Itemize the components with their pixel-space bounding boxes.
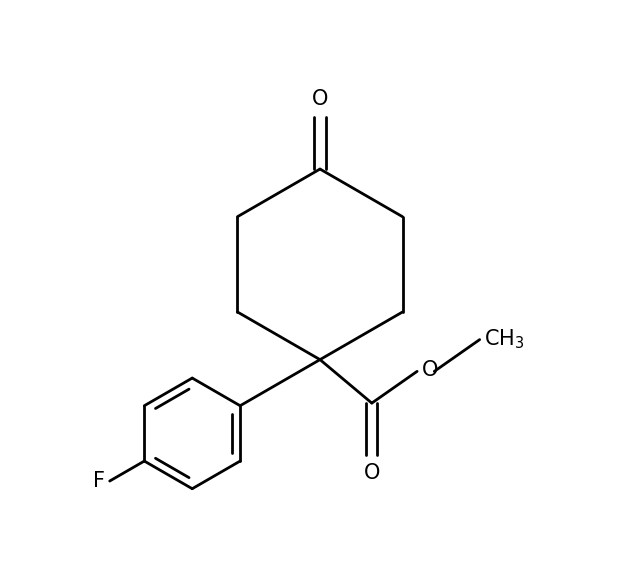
Text: CH$_3$: CH$_3$ <box>484 328 524 352</box>
Text: F: F <box>93 471 105 491</box>
Text: O: O <box>421 360 438 380</box>
Text: O: O <box>364 463 380 484</box>
Text: O: O <box>312 89 328 109</box>
